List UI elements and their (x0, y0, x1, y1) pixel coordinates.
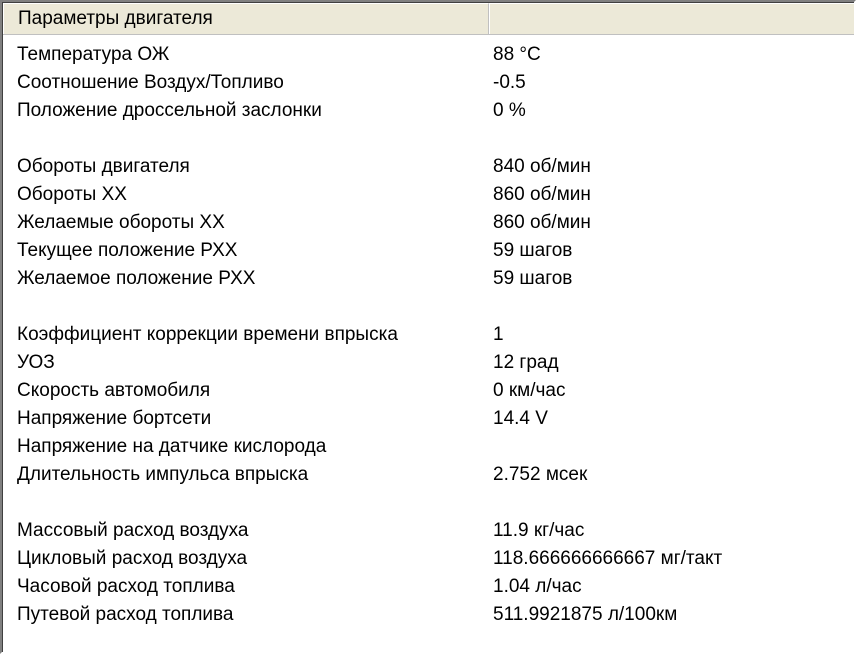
param-value: -0.5 (489, 69, 854, 97)
param-value: 118.666666666667 мг/такт (489, 545, 854, 573)
table-row[interactable]: Положение дроссельной заслонки0 % (3, 97, 854, 125)
table-row[interactable]: Путевой расход топлива511.9921875 л/100к… (3, 601, 854, 629)
param-label: Путевой расход топлива (3, 601, 489, 629)
param-label: Коэффициент коррекции времени впрыска (3, 321, 489, 349)
table-body: Температура ОЖ88 °CСоотношение Воздух/То… (3, 35, 854, 629)
table-row[interactable]: Напряжение на датчике кислорода (3, 433, 854, 461)
table-row[interactable]: Текущее положение РХХ59 шагов (3, 237, 854, 265)
param-label: Массовый расход воздуха (3, 517, 489, 545)
param-label: Положение дроссельной заслонки (3, 97, 489, 125)
param-label: Желаемые обороты XX (3, 209, 489, 237)
param-value: 860 об/мин (489, 209, 854, 237)
param-label: УОЗ (3, 349, 489, 377)
table-row[interactable]: Скорость автомобиля0 км/час (3, 377, 854, 405)
table-row[interactable]: Желаемые обороты XX860 об/мин (3, 209, 854, 237)
table-row[interactable]: Температура ОЖ88 °C (3, 41, 854, 69)
table-row[interactable]: Соотношение Воздух/Топливо-0.5 (3, 69, 854, 97)
param-label: Температура ОЖ (3, 41, 489, 69)
param-value: 0 км/час (489, 377, 854, 405)
group-spacer (3, 489, 854, 517)
param-value: 59 шагов (489, 237, 854, 265)
table-row[interactable]: Обороты двигателя840 об/мин (3, 153, 854, 181)
param-label: Длительность импульса впрыска (3, 461, 489, 489)
param-value: 12 град (489, 349, 854, 377)
group-spacer (3, 293, 854, 321)
param-label: Обороты двигателя (3, 153, 489, 181)
table-row[interactable]: Массовый расход воздуха11.9 кг/час (3, 517, 854, 545)
group-spacer (3, 125, 854, 153)
param-label: Цикловый расход воздуха (3, 545, 489, 573)
param-label: Обороты XX (3, 181, 489, 209)
panel-inner: Параметры двигателя Температура ОЖ88 °CС… (2, 2, 854, 652)
param-value: 2.752 мсек (489, 461, 854, 489)
table-row[interactable]: Цикловый расход воздуха118.666666666667 … (3, 545, 854, 573)
param-label: Напряжение на датчике кислорода (3, 433, 489, 461)
table-row[interactable]: Желаемое положение РХХ59 шагов (3, 265, 854, 293)
param-value: 88 °C (489, 41, 854, 69)
param-label: Часовой расход топлива (3, 573, 489, 601)
table-row[interactable]: Напряжение бортсети14.4 V (3, 405, 854, 433)
param-label: Соотношение Воздух/Топливо (3, 69, 489, 97)
table-row[interactable]: Часовой расход топлива1.04 л/час (3, 573, 854, 601)
param-value: 840 об/мин (489, 153, 854, 181)
param-label: Желаемое положение РХХ (3, 265, 489, 293)
param-label: Напряжение бортсети (3, 405, 489, 433)
param-value: 59 шагов (489, 265, 854, 293)
table-row[interactable]: Длительность импульса впрыска2.752 мсек (3, 461, 854, 489)
param-value: 860 об/мин (489, 181, 854, 209)
param-value: 0 % (489, 97, 854, 125)
table-row[interactable]: УОЗ12 град (3, 349, 854, 377)
param-label: Текущее положение РХХ (3, 237, 489, 265)
param-value: 1 (489, 321, 854, 349)
param-value: 11.9 кг/час (489, 517, 854, 545)
table-row[interactable]: Коэффициент коррекции времени впрыска1 (3, 321, 854, 349)
param-label: Скорость автомобиля (3, 377, 489, 405)
engine-params-panel: Параметры двигателя Температура ОЖ88 °CС… (0, 0, 856, 654)
table-header: Параметры двигателя (3, 3, 854, 35)
param-value: 1.04 л/час (489, 573, 854, 601)
param-value: 14.4 V (489, 405, 854, 433)
header-title[interactable]: Параметры двигателя (3, 3, 489, 34)
header-value-col[interactable] (489, 3, 854, 34)
table-row[interactable]: Обороты XX860 об/мин (3, 181, 854, 209)
param-value (489, 433, 854, 461)
param-value: 511.9921875 л/100км (489, 601, 854, 629)
